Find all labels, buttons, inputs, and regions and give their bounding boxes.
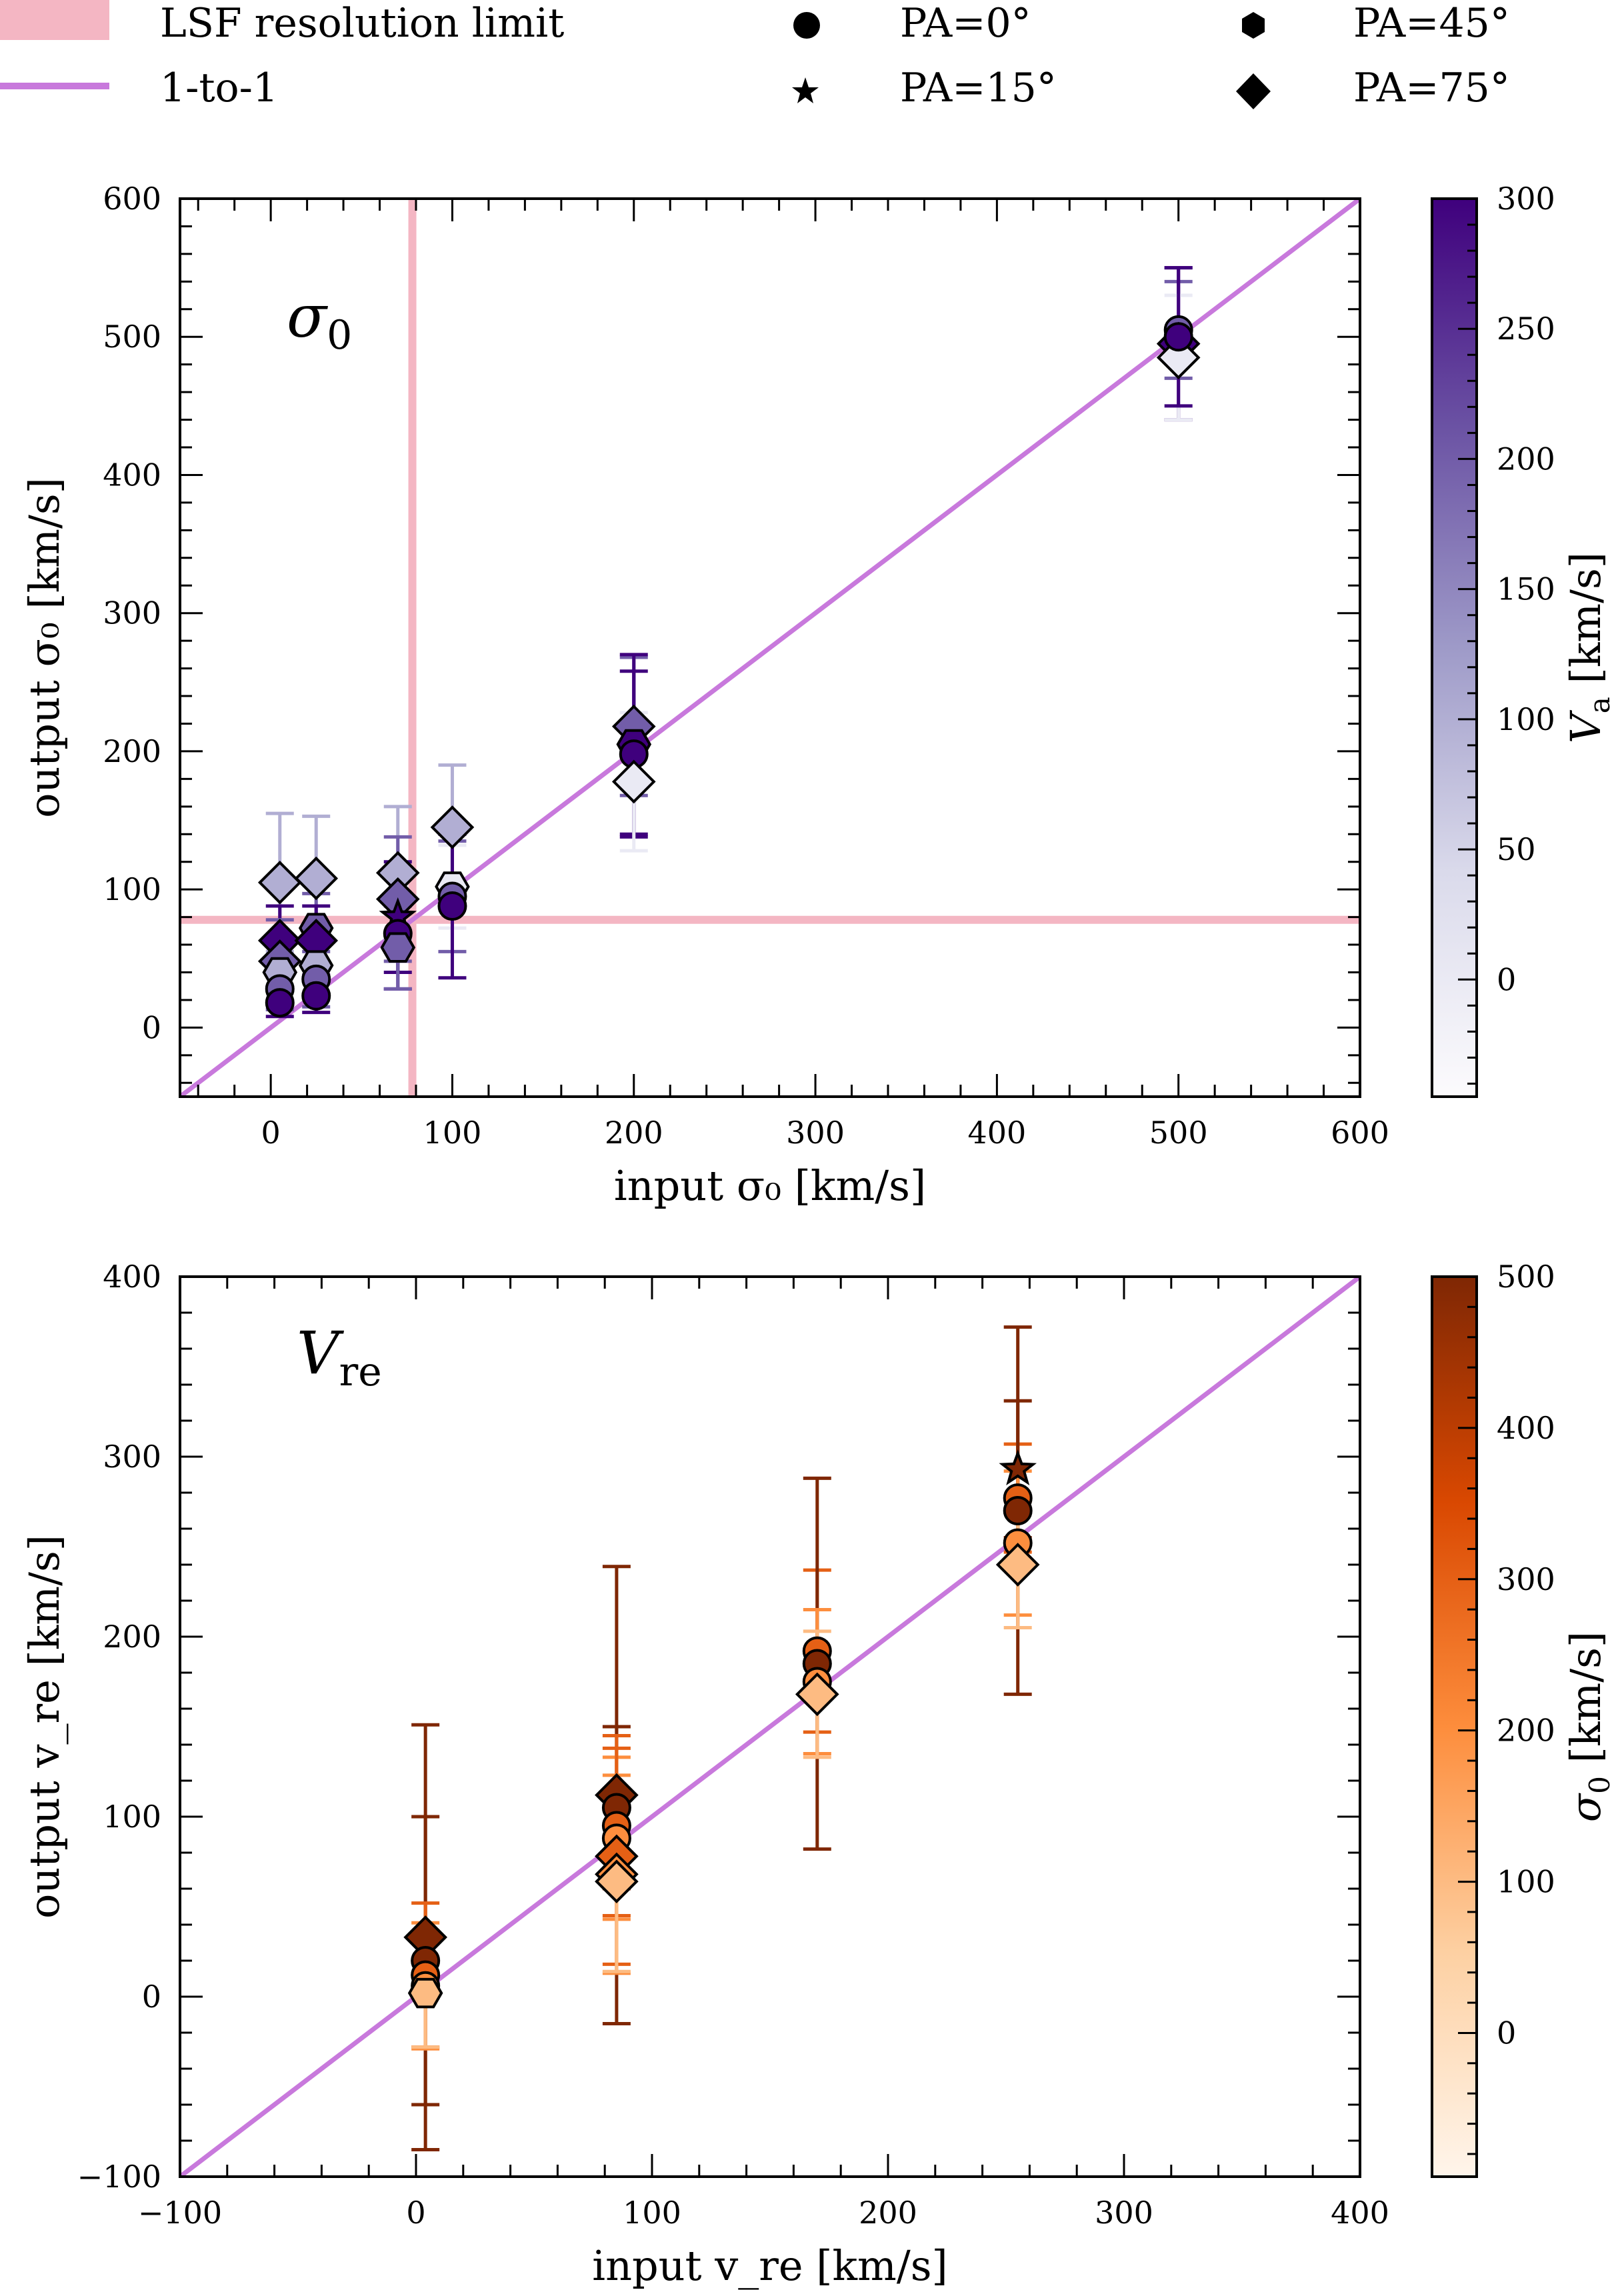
colorbar-tick-label: 100 (1497, 701, 1555, 737)
x-tick-label: 0 (261, 1115, 281, 1151)
y-tick-label: 100 (103, 1799, 161, 1835)
data-point-diamond (430, 805, 475, 849)
colorbar-label-subscript: a (1583, 697, 1616, 713)
y-tick-label: 0 (142, 1979, 161, 2015)
panel-label-main: σ (287, 282, 329, 351)
y-axis-label: output σ₀ [km/s] (20, 477, 69, 818)
panel-label: σ0 (287, 282, 352, 359)
data-point-circle (301, 981, 331, 1011)
x-axis-label: input σ₀ [km/s] (614, 1161, 926, 1210)
sigma0-panel: 0 100 200 300 400 500 6000100200300400500600in… (20, 181, 1616, 1210)
colorbar-label-main: V (1561, 709, 1610, 743)
y-tick-label: −100 (77, 2159, 161, 2195)
colorbar (1431, 1275, 1478, 2178)
panel-label: Vre (297, 1319, 382, 1395)
x-tick-label: 600 (1331, 1115, 1389, 1151)
x-tick-label: 100 (423, 1115, 482, 1151)
data-point-diamond (611, 759, 656, 804)
y-tick-label: 600 (103, 181, 161, 217)
y-tick-label: 200 (103, 733, 161, 769)
data-point-circle (1163, 322, 1193, 352)
x-axis-label: input v_re [km/s] (592, 2241, 948, 2290)
x-tick-label: 200 (605, 1115, 663, 1151)
lsf-legend-label: LSF resolution limit (160, 0, 564, 47)
plot-frame (179, 197, 1361, 1098)
y-tick-label: 200 (103, 1619, 161, 1655)
star-marker-icon (792, 77, 819, 103)
x-tick-label: 400 (967, 1115, 1026, 1151)
legend-pa45-label: PA=45° (1353, 0, 1510, 47)
colorbar-tick-label: 200 (1497, 1713, 1555, 1749)
data-point-diamond (595, 1859, 639, 1904)
data-point-diamond (795, 1672, 839, 1717)
colorbar-tick-label: 200 (1497, 441, 1555, 477)
plot-area (180, 1277, 1360, 2177)
data-point-star (999, 1449, 1037, 1485)
one-to-one-line (180, 1277, 1360, 2177)
one-to-one-legend-label: 1-to-1 (160, 65, 278, 111)
legend-pa75-label: PA=75° (1353, 65, 1510, 111)
x-tick-label: 0 (406, 2195, 425, 2231)
colorbar-label-subscript: 0 (1583, 1776, 1616, 1794)
plot-frame (179, 1275, 1361, 2178)
y-tick-label: 100 (103, 871, 161, 907)
y-axis-label: output v_re [km/s] (20, 1535, 69, 1919)
legend-pa0-label: PA=0° (900, 0, 1031, 47)
x-tick-label: 200 (859, 2195, 917, 2231)
vre-panel: −100 0 100 200 300 400 −100 0 100 200 300 400 input … (20, 1259, 1616, 2290)
diamond-marker-icon (1236, 73, 1271, 109)
panel-label-subscript: 0 (327, 312, 352, 359)
colorbar-tick-label: 250 (1497, 311, 1555, 347)
data-point-hexagon (380, 932, 416, 963)
x-tick-label: −100 (138, 2195, 222, 2231)
circle-marker-icon (793, 12, 820, 39)
colorbar-tick-label: 0 (1497, 2015, 1516, 2051)
data-point-circle (437, 891, 467, 921)
panel-label-subscript: re (339, 1349, 382, 1395)
y-tick-label: 500 (103, 319, 161, 355)
colorbar-tick-label: 0 (1497, 961, 1516, 997)
colorbar-label-unit: [km/s] (1561, 552, 1610, 697)
colorbar-tick-label: 150 (1497, 571, 1555, 607)
data-point-diamond (294, 856, 339, 901)
y-tick-label: 0 (142, 1009, 161, 1045)
y-tick-label: 400 (103, 457, 161, 493)
x-tick-label: 300 (1095, 2195, 1153, 2231)
x-tick-label: 100 (623, 2195, 681, 2231)
colorbar-label: σ0 [km/s] (1561, 1631, 1616, 1822)
colorbar-tick-label: 500 (1497, 1259, 1555, 1295)
colorbar-label-unit: [km/s] (1561, 1631, 1610, 1776)
data-point-hexagon (407, 1977, 443, 2009)
data-point-diamond (995, 1543, 1040, 1587)
x-tick-label: 400 (1331, 2195, 1389, 2231)
colorbar-tick-label: 300 (1497, 181, 1555, 217)
y-tick-label: 300 (103, 595, 161, 631)
data-point-circle (1003, 1496, 1033, 1525)
y-tick-label: 400 (103, 1259, 161, 1295)
colorbar-tick-label: 100 (1497, 1864, 1555, 1900)
y-tick-label: 300 (103, 1439, 161, 1475)
legend-pa15-label: PA=15° (900, 65, 1057, 111)
colorbar-tick-label: 300 (1497, 1561, 1555, 1597)
hexagon-marker-icon (1242, 12, 1265, 39)
one-to-one-legend-swatch (0, 83, 109, 89)
colorbar-label: Va [km/s] (1561, 552, 1616, 743)
x-tick-label: 500 (1149, 1115, 1208, 1151)
data-point-diamond (1156, 335, 1201, 380)
x-tick-label: 300 (786, 1115, 845, 1151)
data-point-diamond (257, 860, 302, 905)
plot-area (180, 199, 1360, 1097)
colorbar-tick-label: 400 (1497, 1410, 1555, 1446)
lsf-legend-swatch (0, 0, 109, 40)
colorbar (1431, 197, 1478, 1098)
panel-label-main: V (297, 1319, 345, 1387)
data-point-circle (265, 988, 295, 1018)
colorbar-label-main: σ (1561, 1793, 1610, 1822)
legend: LSF resolution limit 1-to-1 PA=0° PA=15°… (0, 0, 1510, 111)
colorbar-tick-label: 50 (1497, 831, 1536, 867)
